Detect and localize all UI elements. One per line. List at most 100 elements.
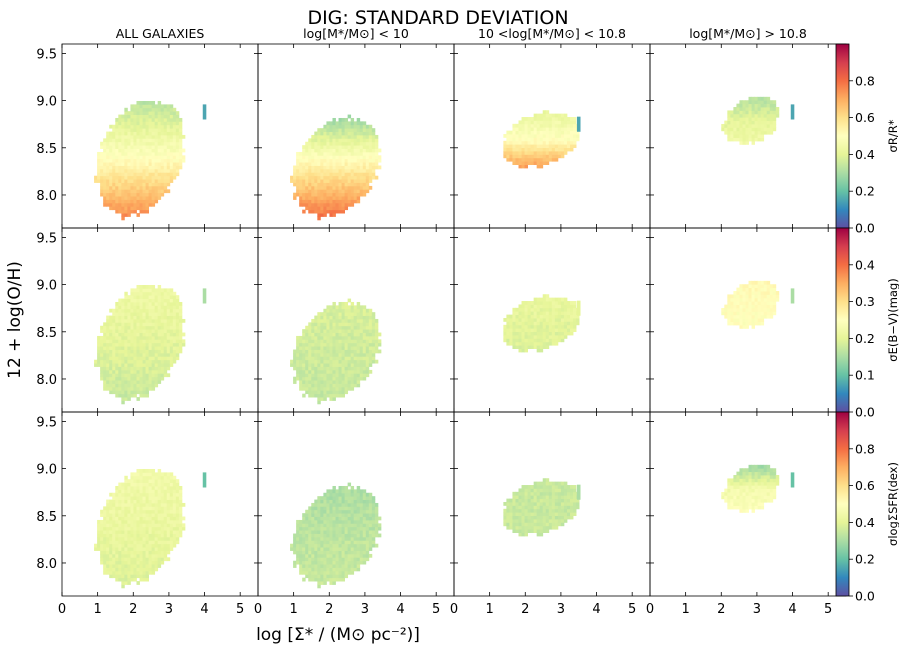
heatmap-cell — [311, 359, 315, 364]
heatmap-cell — [760, 311, 765, 316]
heatmap-cell — [151, 179, 156, 183]
heatmap-cell — [362, 185, 367, 190]
heatmap-cell — [518, 147, 522, 152]
heatmap-cell — [109, 155, 113, 160]
heatmap-cell — [296, 366, 300, 371]
heatmap-cell — [302, 175, 306, 180]
heatmap-cell — [163, 492, 168, 497]
heatmap-cell — [127, 124, 131, 129]
heatmap-cell — [109, 325, 113, 330]
heatmap-cell — [296, 162, 300, 166]
heatmap-cell — [341, 138, 345, 143]
heatmap-cell — [338, 162, 342, 166]
heatmap-cell — [745, 141, 749, 145]
heatmap-cell — [151, 509, 156, 514]
heatmap-cell — [536, 157, 541, 162]
heatmap-cell — [344, 179, 349, 183]
heatmap-cell — [326, 196, 330, 200]
heatmap-cell — [329, 574, 333, 579]
heatmap-cell — [148, 202, 153, 207]
heatmap-cell — [151, 315, 156, 320]
heatmap-cell — [154, 523, 159, 528]
heatmap-cell — [509, 140, 513, 145]
heatmap-cell — [133, 557, 137, 562]
heatmap-cell — [166, 536, 171, 541]
heatmap-cell — [551, 147, 556, 152]
heatmap-cell — [97, 175, 101, 180]
heatmap-cell — [347, 305, 352, 310]
heatmap-cell — [106, 182, 110, 187]
heatmap-cell — [338, 151, 342, 156]
heatmap-cell — [329, 172, 333, 177]
heatmap-cell — [338, 175, 342, 180]
heatmap-cell — [308, 557, 312, 562]
heatmap-cell — [109, 564, 113, 568]
heatmap-cell — [359, 138, 364, 143]
heatmap-cell — [320, 564, 324, 568]
heatmap-cell — [302, 363, 306, 367]
heatmap-cell — [329, 332, 333, 337]
heatmap-cell — [554, 314, 559, 319]
heatmap-cell — [323, 332, 327, 337]
heatmap-cell — [368, 325, 373, 330]
heatmap-cell — [127, 516, 131, 521]
heatmap-cell — [539, 321, 544, 326]
heatmap-cell — [365, 335, 370, 340]
heatmap-cell — [769, 287, 774, 292]
heatmap-cell — [148, 523, 153, 528]
heatmap-cell — [112, 202, 116, 207]
heatmap-cell — [362, 141, 367, 146]
heatmap-cell — [545, 154, 550, 159]
heatmap-cell — [124, 318, 128, 323]
heatmap-cell — [124, 172, 128, 177]
heatmap-cell — [109, 383, 113, 388]
heatmap-cell — [181, 523, 186, 528]
heatmap-cell — [326, 308, 330, 313]
heatmap-cell — [311, 530, 315, 534]
heatmap-cell — [151, 499, 156, 504]
heatmap-cell — [335, 550, 339, 555]
heatmap-cell — [308, 325, 312, 330]
heatmap-cell — [148, 475, 153, 480]
heatmap-cell — [115, 386, 119, 391]
heatmap-cell — [130, 489, 134, 494]
heatmap-cell — [106, 189, 110, 194]
heatmap-cell — [154, 322, 159, 327]
heatmap-cell — [323, 550, 327, 555]
heatmap-cell — [97, 352, 101, 357]
heatmap-cell — [103, 530, 107, 534]
heatmap-cell — [539, 117, 544, 121]
heatmap-cell — [554, 154, 559, 159]
heatmap-cell — [347, 329, 352, 333]
heatmap-cell — [130, 513, 134, 517]
heatmap-cell — [332, 213, 336, 217]
heatmap-cell — [727, 127, 731, 132]
heatmap-cell — [109, 536, 113, 541]
heatmap-cell — [766, 304, 771, 309]
heatmap-cell — [145, 496, 149, 500]
heatmap-cell — [305, 165, 309, 170]
heatmap-cell — [527, 123, 532, 128]
heatmap-cell — [112, 332, 116, 337]
heatmap-cell — [573, 137, 577, 142]
heatmap-cell — [748, 284, 752, 289]
heatmap-cell — [308, 145, 312, 149]
heatmap-cell — [130, 523, 134, 528]
heatmap-cell — [742, 291, 746, 295]
heatmap-cell — [506, 318, 510, 322]
heatmap-cell — [302, 192, 306, 197]
heatmap-cell — [329, 506, 333, 511]
heatmap-cell — [506, 157, 510, 162]
heatmap-cell — [356, 121, 361, 126]
heatmap-cell — [157, 305, 162, 310]
heatmap-cell — [533, 297, 538, 302]
heatmap-cell — [335, 356, 339, 361]
heatmap-cell — [503, 335, 507, 339]
heatmap-cell — [365, 128, 370, 132]
heatmap-cell — [154, 308, 159, 313]
heatmap-cell — [109, 363, 113, 367]
heatmap-cell — [142, 550, 146, 555]
heatmap-cell — [106, 162, 110, 166]
heatmap-cell — [332, 577, 336, 582]
heatmap-cell — [766, 291, 771, 295]
